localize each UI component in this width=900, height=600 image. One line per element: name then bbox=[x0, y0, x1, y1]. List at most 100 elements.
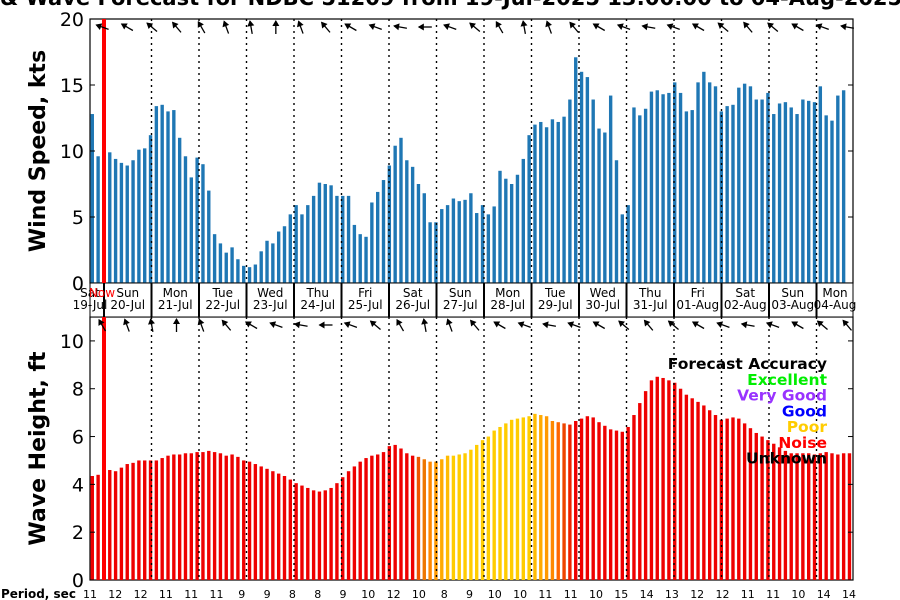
wind-bar bbox=[801, 99, 805, 284]
wind-direction-arrow-icon bbox=[569, 21, 579, 33]
day-of-week-label: Sat bbox=[403, 286, 423, 300]
wave-bar bbox=[678, 388, 683, 580]
wind-bar bbox=[317, 182, 322, 283]
wave-bar bbox=[143, 460, 147, 580]
wind-bar bbox=[119, 162, 124, 283]
arrow-head bbox=[318, 321, 325, 329]
wind-bar bbox=[242, 265, 246, 283]
wave-direction-arrow-icon bbox=[173, 318, 180, 332]
wave-bar bbox=[451, 455, 456, 580]
wind-bar bbox=[183, 156, 188, 283]
wind-direction-arrow-icon bbox=[641, 23, 656, 31]
arrow-head bbox=[743, 21, 750, 29]
arrow-head bbox=[618, 320, 625, 328]
period-value: 11 bbox=[159, 588, 173, 600]
wind-direction-arrow-icon bbox=[592, 23, 606, 32]
wind-bar bbox=[795, 114, 799, 283]
wave-bar bbox=[568, 424, 572, 580]
arrow-head bbox=[842, 319, 850, 327]
wind-direction-arrow-icon bbox=[321, 21, 331, 33]
wind-bar bbox=[783, 102, 788, 283]
wind-bar bbox=[416, 184, 421, 283]
wind-bar bbox=[824, 115, 828, 283]
wave-bar bbox=[772, 443, 776, 580]
wave-bar bbox=[847, 453, 852, 580]
wind-bar bbox=[684, 111, 689, 284]
wave-bar bbox=[259, 466, 263, 580]
arrow-head bbox=[172, 21, 179, 29]
wind-bar bbox=[160, 104, 164, 283]
day-of-week-label: Fri bbox=[691, 286, 705, 300]
wave-bar bbox=[416, 456, 421, 580]
date-label: 26-Jul bbox=[395, 298, 430, 312]
wind-bar bbox=[504, 178, 508, 283]
wave-bar bbox=[271, 471, 275, 580]
wave-bar bbox=[212, 452, 217, 580]
wave-bar bbox=[504, 423, 508, 580]
period-value: 12 bbox=[108, 588, 122, 600]
arrow-head bbox=[840, 23, 847, 31]
wind-bar bbox=[818, 86, 823, 283]
arrow-head bbox=[815, 23, 823, 30]
wave-bar bbox=[224, 455, 228, 580]
wind-bar bbox=[148, 135, 153, 283]
wave-y-tick-label: 10 bbox=[60, 331, 84, 353]
day-of-week-label: Fri bbox=[358, 286, 372, 300]
wind-bar bbox=[632, 107, 636, 283]
wind-bar bbox=[603, 132, 607, 283]
wave-direction-arrow-icon bbox=[446, 318, 453, 332]
wave-direction-arrow-icon bbox=[592, 321, 606, 330]
wind-direction-arrow-icon bbox=[120, 23, 134, 32]
day-of-week-label: Wed bbox=[590, 286, 616, 300]
wind-bar bbox=[562, 116, 566, 284]
wind-direction-arrow-icon bbox=[469, 22, 481, 32]
wind-direction-arrow-icon bbox=[767, 22, 779, 32]
wave-bar bbox=[440, 459, 444, 580]
period-value: 11 bbox=[83, 588, 97, 600]
period-value: 9 bbox=[340, 588, 347, 600]
arrow-head bbox=[369, 320, 377, 328]
wave-bar bbox=[731, 417, 735, 580]
wave-direction-arrow-icon bbox=[667, 320, 679, 330]
wave-direction-arrow-icon bbox=[517, 321, 531, 329]
wind-bar bbox=[271, 243, 275, 283]
date-label: 02-Aug bbox=[724, 298, 767, 312]
wave-bar bbox=[282, 476, 287, 580]
arrow-head bbox=[222, 20, 230, 28]
period-value: 12 bbox=[387, 588, 401, 600]
date-label: 27-Jul bbox=[443, 298, 478, 312]
wind-bar bbox=[772, 114, 776, 283]
wind-bar bbox=[649, 91, 654, 283]
wind-direction-arrow-icon bbox=[840, 23, 855, 31]
wind-bar bbox=[678, 92, 683, 283]
wave-bar bbox=[498, 426, 502, 580]
wave-bar bbox=[236, 456, 240, 580]
wave-bar bbox=[661, 377, 665, 580]
period-value: 12 bbox=[716, 588, 730, 600]
wave-bar bbox=[690, 398, 694, 580]
date-label: 21-Jul bbox=[158, 298, 193, 312]
arrow-head bbox=[545, 20, 552, 28]
wind-bar bbox=[469, 193, 473, 283]
period-value: 12 bbox=[690, 588, 704, 600]
wind-direction-arrow-icon bbox=[545, 20, 553, 34]
wind-bar bbox=[259, 251, 263, 283]
date-label: 31-Jul bbox=[633, 298, 668, 312]
wind-bar bbox=[445, 205, 450, 283]
wind-bar bbox=[574, 57, 578, 283]
wind-bar bbox=[702, 71, 706, 283]
wave-bar bbox=[591, 417, 595, 580]
wave-bar bbox=[463, 453, 467, 580]
wave-direction-arrow-icon bbox=[421, 318, 429, 333]
wave-bar bbox=[515, 418, 520, 580]
wave-bar bbox=[812, 454, 817, 580]
arrow-head bbox=[321, 21, 328, 29]
date-label: 25-Jul bbox=[348, 298, 383, 312]
legend-entry: Unknown bbox=[746, 450, 827, 468]
wave-bar bbox=[323, 490, 327, 580]
wind-bar bbox=[428, 222, 432, 283]
wave-bar bbox=[364, 458, 368, 580]
wind-bar bbox=[486, 214, 491, 283]
wind-direction-arrow-icon bbox=[616, 23, 631, 31]
